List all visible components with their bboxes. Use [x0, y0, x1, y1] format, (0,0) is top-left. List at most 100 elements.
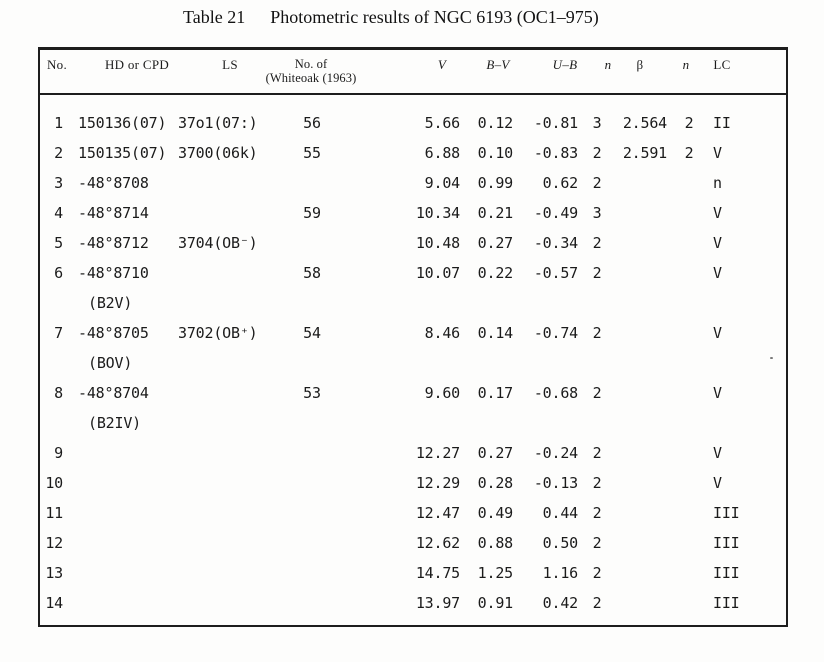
table-note-row: (B2IV): [40, 408, 786, 438]
cell-n2: 2: [684, 144, 694, 162]
table-row: 6 -48°8710 58 10.07 0.22 -0.57 2 V: [40, 258, 786, 288]
cell-v: 12.29: [415, 474, 460, 492]
cell-lc: V: [713, 384, 722, 402]
cell-lc: V: [713, 474, 722, 492]
cell-ub: -0.34: [533, 234, 578, 252]
cell-lc: III: [713, 504, 740, 522]
spectral-type-note: (B2V): [88, 294, 133, 312]
cell-bv: 0.17: [477, 384, 514, 402]
cell-whiteoak: 55: [303, 144, 321, 162]
cell-bv: 0.27: [477, 234, 514, 252]
cell-hd-or-cpd: -48°8710: [78, 264, 149, 282]
table-row: 2 150135(07) 3700(06k) 55 6.88 0.10 -0.8…: [40, 138, 786, 168]
col-header-no: No.: [46, 57, 68, 72]
table-body: 1 150136(07) 37o1(07:) 56 5.66 0.12 -0.8…: [40, 95, 786, 625]
cell-whiteoak: [282, 168, 342, 198]
cell-n1: 2: [592, 144, 602, 162]
table-title-caption: Photometric results of NGC 6193 (OC1–975…: [270, 7, 599, 27]
cell-lc: III: [713, 594, 740, 612]
cell-v: 12.62: [415, 534, 460, 552]
cell-bv: 0.27: [477, 444, 514, 462]
cell-n1: 2: [592, 234, 602, 252]
cell-n1: 2: [592, 174, 602, 192]
cell-v: 10.07: [415, 264, 460, 282]
cell-n1: 2: [592, 534, 602, 552]
cell-no: 11: [45, 504, 63, 522]
cell-whiteoak: [282, 468, 342, 498]
cell-bv: 0.12: [477, 114, 514, 132]
cell-hd-or-cpd: 150136(07): [78, 114, 167, 132]
col-header-hd-or-cpd: HD or CPD: [104, 57, 170, 72]
cell-whiteoak: 56: [303, 114, 321, 132]
cell-beta: [617, 558, 667, 588]
table-row: 9 12.27 0.27 -0.24 2 V: [40, 438, 786, 468]
cell-no: 9: [54, 444, 63, 462]
cell-ub: 1.16: [542, 564, 579, 582]
cell-beta: [617, 588, 667, 618]
cell-lc: V: [713, 324, 722, 342]
cell-v: 10.48: [415, 234, 460, 252]
table-row: 12 12.62 0.88 0.50 2 III: [40, 528, 786, 558]
cell-v: 9.60: [424, 384, 461, 402]
cell-whiteoak: [282, 588, 342, 618]
cell-lc: V: [713, 444, 722, 462]
cell-lc: V: [713, 264, 722, 282]
cell-beta: [617, 528, 667, 558]
cell-n2: [679, 588, 699, 618]
cell-lc: III: [713, 534, 740, 552]
cell-n1: 2: [592, 444, 602, 462]
cell-hd-or-cpd: -48°8708: [78, 174, 149, 192]
cell-whiteoak: 59: [303, 204, 321, 222]
cell-whiteoak: [282, 228, 342, 258]
col-header-ub: U–B: [552, 57, 578, 72]
cell-no: 14: [45, 594, 63, 612]
cell-n1: 2: [592, 384, 602, 402]
table-title: Table 21 Photometric results of NGC 6193 …: [183, 7, 599, 28]
cell-lc: V: [713, 204, 722, 222]
cell-bv: 0.14: [477, 324, 514, 342]
cell-n2: [679, 168, 699, 198]
cell-no: 10: [45, 474, 63, 492]
scan-speck: [770, 357, 773, 359]
cell-n2: [679, 378, 699, 408]
cell-ls: 37o1(07:): [178, 114, 258, 132]
cell-no: 6: [54, 264, 63, 282]
cell-no: 8: [54, 384, 63, 402]
cell-ls: 3702(OB⁺): [178, 324, 258, 342]
col-header-bv: B–V: [486, 57, 510, 72]
cell-n1: 2: [592, 504, 602, 522]
cell-ub: -0.68: [533, 384, 578, 402]
cell-no: 5: [54, 234, 63, 252]
cell-v: 9.04: [424, 174, 461, 192]
cell-beta: [617, 498, 667, 528]
cell-whiteoak: 58: [303, 264, 321, 282]
cell-v: 10.34: [415, 204, 460, 222]
table-row: 8 -48°8704 53 9.60 0.17 -0.68 2 V: [40, 378, 786, 408]
col-header-lc: LC: [713, 57, 731, 72]
cell-bv: 0.21: [477, 204, 514, 222]
cell-n2: [679, 558, 699, 588]
cell-n2: [679, 258, 699, 288]
cell-bv: 0.10: [477, 144, 514, 162]
cell-v: 12.27: [415, 444, 460, 462]
cell-n2: [679, 438, 699, 468]
cell-beta: [617, 438, 667, 468]
col-header-v: V: [437, 57, 447, 72]
cell-n2: [679, 468, 699, 498]
cell-hd-or-cpd: -48°8705: [78, 324, 149, 342]
cell-ub: -0.13: [533, 474, 578, 492]
cell-hd-or-cpd: 150135(07): [78, 144, 167, 162]
cell-beta: [617, 318, 667, 348]
cell-lc: III: [713, 564, 740, 582]
cell-beta: [617, 168, 667, 198]
cell-whiteoak: 53: [303, 384, 321, 402]
photometric-table: No. HD or CPD LS No. of (Whiteoak (1963)…: [38, 47, 788, 627]
cell-hd-or-cpd: -48°8704: [78, 384, 149, 402]
table-note-row: (BOV): [40, 348, 786, 378]
cell-whiteoak: [282, 438, 342, 468]
cell-v: 14.75: [415, 564, 460, 582]
cell-whiteoak: [282, 528, 342, 558]
table-row: 14 13.97 0.91 0.42 2 III: [40, 588, 786, 618]
cell-bv: 0.22: [477, 264, 514, 282]
